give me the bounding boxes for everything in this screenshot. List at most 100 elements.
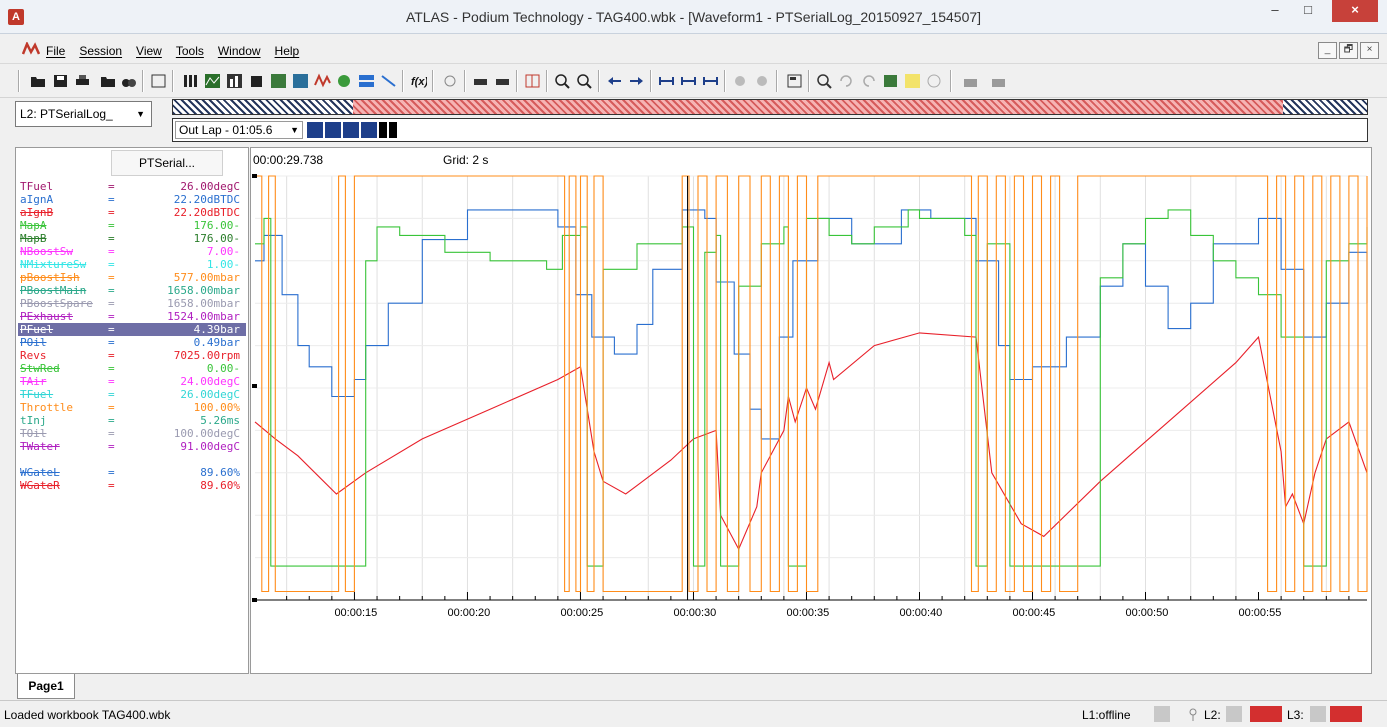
session-details-icon[interactable]	[120, 73, 137, 89]
upload-icon[interactable]	[962, 73, 979, 89]
scroll-right-icon[interactable]	[628, 73, 645, 89]
window-icon[interactable]	[150, 73, 167, 89]
channel-value: 26.00degC	[180, 388, 240, 401]
session-timeline[interactable]	[172, 99, 1368, 115]
channel-row[interactable]: NBoostSw = 7.00-	[18, 245, 246, 258]
fit-all-icon[interactable]	[680, 73, 697, 89]
channel-value: 1524.00mbar	[167, 310, 240, 323]
waveform-svg[interactable]: 00:00:29.738 Grid: 2 s 00:00:15 00:00:20 00:…	[251, 148, 1371, 673]
channel-row[interactable]: TOil = 100.00degC	[18, 427, 246, 440]
lap-flag-icon[interactable]	[361, 122, 377, 138]
channel-row[interactable]: TAir = 24.00degC	[18, 375, 246, 388]
channel-row[interactable]: tInj = 5.26ms	[18, 414, 246, 427]
tab-page1[interactable]: Page1	[17, 674, 75, 699]
lap-marker-icon[interactable]	[389, 122, 397, 138]
align-left-icon[interactable]	[472, 73, 489, 89]
highlight-icon[interactable]	[904, 73, 921, 89]
refresh-icon[interactable]	[336, 73, 353, 89]
scatter-icon[interactable]	[248, 73, 265, 89]
waveform-plot[interactable]: 00:00:29.738 Grid: 2 s 00:00:15 00:00:20 00:…	[250, 147, 1372, 674]
channel-row[interactable]: PFuel = 4.39bar	[18, 323, 246, 336]
bars-icon[interactable]	[182, 73, 199, 89]
channel-row[interactable]: PBoostMain = 1658.00mbar	[18, 284, 246, 297]
menu-window[interactable]: Window	[217, 44, 261, 58]
open-session-icon[interactable]	[100, 73, 117, 89]
function-icon[interactable]: f(x)	[410, 73, 427, 89]
channel-row[interactable]: PBoostSpare = 1658.00mbar	[18, 297, 246, 310]
l3-connection-icon	[1330, 706, 1362, 722]
channel-row[interactable]: pBoostIsh = 577.00mbar	[18, 271, 246, 284]
maximize-button[interactable]: □	[1304, 2, 1312, 17]
channel-row[interactable]: MapA = 176.00-	[18, 219, 246, 232]
zoom-in-icon[interactable]	[554, 73, 571, 89]
channel-row[interactable]: POil = 0.49bar	[18, 336, 246, 349]
fit-lap-icon[interactable]	[702, 73, 719, 89]
menu-session[interactable]: Session	[79, 44, 123, 58]
channel-row[interactable]: PExhaust = 1524.00mbar	[18, 310, 246, 323]
session-timeline-range[interactable]	[353, 100, 1283, 114]
open-folder-icon[interactable]	[30, 73, 47, 89]
line-icon[interactable]	[380, 73, 397, 89]
nav-disabled-icon[interactable]	[754, 73, 771, 89]
redo-icon[interactable]	[860, 73, 877, 89]
save-icon[interactable]	[52, 73, 69, 89]
fit-icon[interactable]	[658, 73, 675, 89]
align-right-icon[interactable]	[494, 73, 511, 89]
close-button[interactable]: ×	[1332, 0, 1378, 22]
clock-icon[interactable]	[926, 73, 943, 89]
channel-value: 176.00-	[193, 219, 240, 232]
channel-row[interactable]: WGateR = 89.60%	[18, 479, 246, 492]
channel-row[interactable]: TFuel = 26.00degC	[18, 180, 246, 193]
toolbar-separator	[432, 70, 434, 92]
zoom-out-icon[interactable]	[576, 73, 593, 89]
mdi-close-button[interactable]: ×	[1360, 42, 1379, 59]
mdi-restore-button[interactable]: 🗗	[1339, 42, 1358, 59]
previous-lap-icon[interactable]	[325, 122, 341, 138]
lap-select[interactable]: Out Lap - 01:05.6 ▼	[175, 121, 303, 139]
channel-row[interactable]: MapB = 176.00-	[18, 232, 246, 245]
channel-row[interactable]: aIgnA = 22.20dBTDC	[18, 193, 246, 206]
search-icon[interactable]	[816, 73, 833, 89]
channel-row[interactable]: StwRed = 0.00-	[18, 362, 246, 375]
next-lap-icon[interactable]	[343, 122, 359, 138]
waveform-icon[interactable]	[204, 73, 221, 89]
channel-row[interactable]: Throttle = 100.00%	[18, 401, 246, 414]
channel-row[interactable]: NMixtureSw = 1.00-	[18, 258, 246, 271]
minimize-button[interactable]: –	[1271, 2, 1279, 17]
table-icon[interactable]	[292, 73, 309, 89]
print-icon[interactable]	[74, 73, 91, 89]
channel-row[interactable]: aIgnB = 22.20dBTDC	[18, 206, 246, 219]
channel-value: 0.49bar	[193, 336, 240, 349]
channel-value: 100.00%	[193, 401, 240, 414]
log-select[interactable]: L2: PTSerialLog_ ▼	[15, 101, 152, 127]
channel-list-header[interactable]: PTSerial...	[111, 150, 223, 176]
mdi-minimize-button[interactable]: _	[1318, 42, 1337, 59]
telemetry-icon[interactable]	[442, 73, 459, 89]
open-lap-icon[interactable]	[307, 122, 323, 138]
scroll-left-icon[interactable]	[606, 73, 623, 89]
histogram-icon[interactable]	[226, 73, 243, 89]
toolbar-separator	[650, 70, 652, 92]
channel-row[interactable]	[18, 453, 246, 466]
channel-row[interactable]: WGateL = 89.60%	[18, 466, 246, 479]
grid-icon[interactable]	[524, 73, 541, 89]
app-icon[interactable]: A	[8, 9, 24, 25]
lap-compare-icon[interactable]	[358, 73, 375, 89]
undo-icon[interactable]	[838, 73, 855, 89]
download-icon[interactable]	[990, 73, 1007, 89]
menu-file[interactable]: File	[46, 44, 66, 58]
track-map-icon[interactable]	[270, 73, 287, 89]
channel-row[interactable]: TFuel = 26.00degC	[18, 388, 246, 401]
channel-row[interactable]: Revs = 7025.00rpm	[18, 349, 246, 362]
signal-icon[interactable]	[314, 73, 331, 89]
channel-value: 7025.00rpm	[173, 349, 240, 362]
nav-disabled-icon[interactable]	[732, 73, 749, 89]
channel-row[interactable]: TWater = 91.00degC	[18, 440, 246, 453]
marker-icon[interactable]	[882, 73, 899, 89]
menu-tools[interactable]: Tools	[175, 44, 204, 58]
menu-help[interactable]: Help	[274, 44, 300, 58]
channel-equals: =	[108, 427, 115, 440]
lap-marker-icon[interactable]	[379, 122, 387, 138]
menu-view[interactable]: View	[136, 44, 162, 58]
properties-icon[interactable]	[786, 73, 803, 89]
